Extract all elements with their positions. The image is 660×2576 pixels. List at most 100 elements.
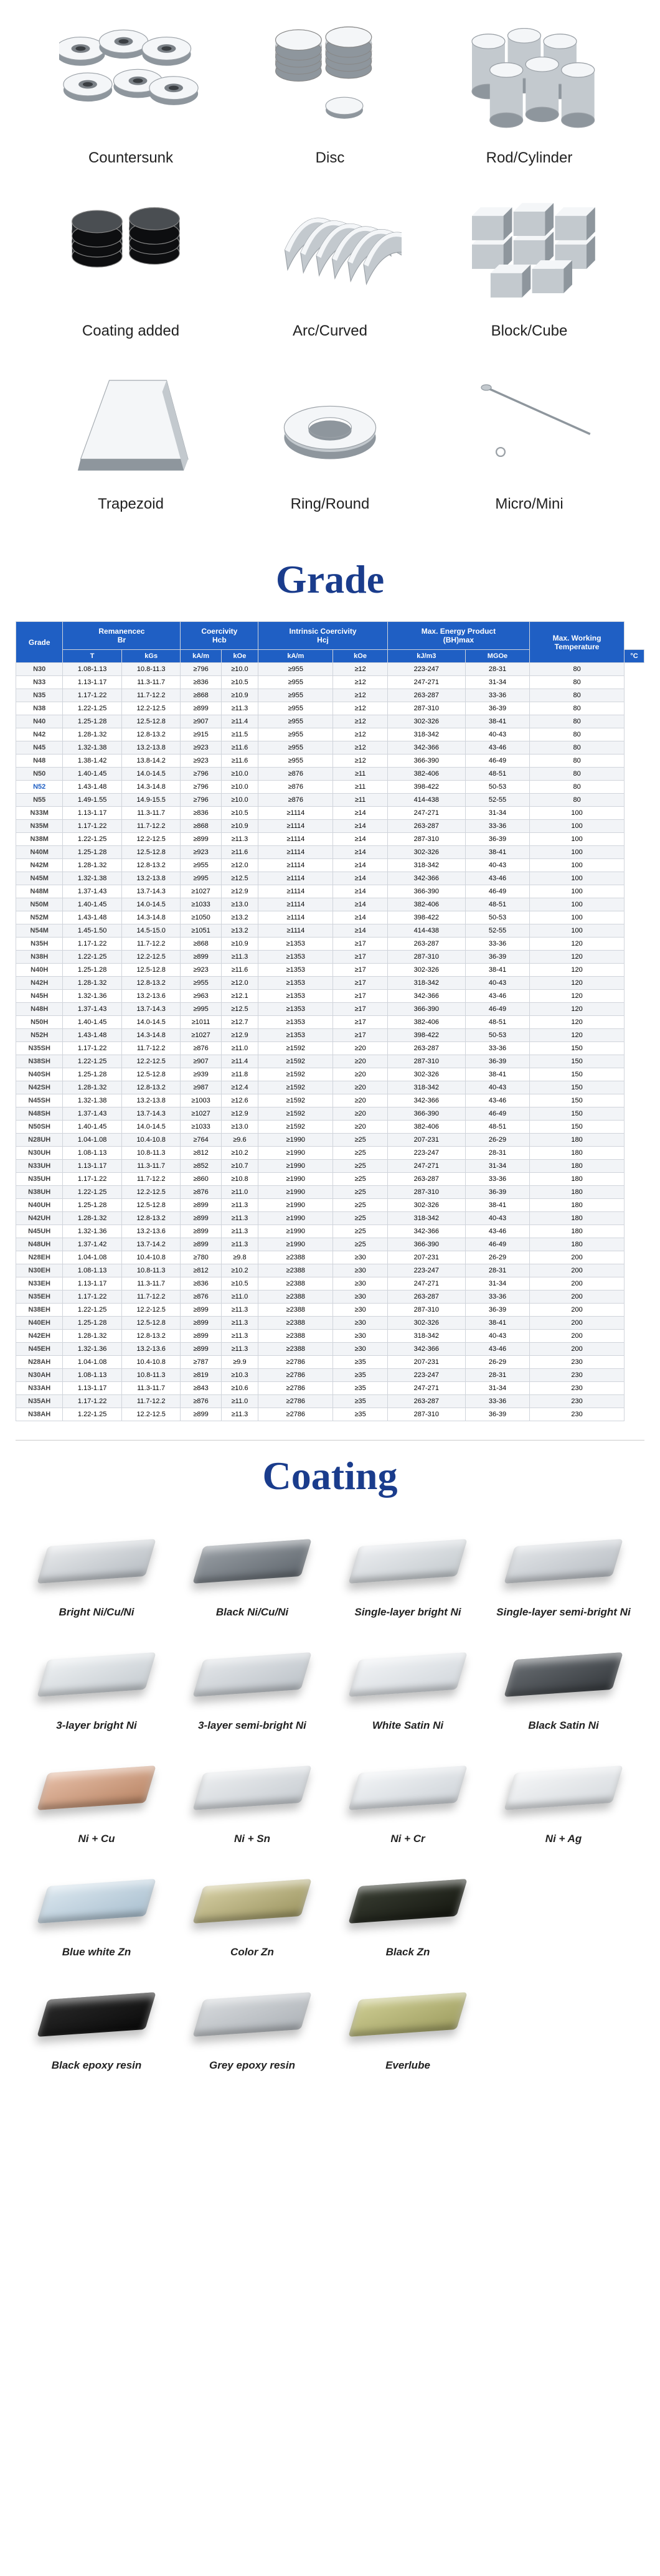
grade-cell: 398-422 <box>387 781 465 794</box>
grade-cell: ≥1114 <box>258 911 333 924</box>
grade-cell: ≥852 <box>181 1160 221 1173</box>
grade-cell: 1.17-1.22 <box>63 820 122 833</box>
grade-cell: 1.32-1.38 <box>63 741 122 754</box>
grade-cell: 13.2-13.8 <box>121 1094 181 1107</box>
grade-cell: 263-287 <box>387 689 465 702</box>
grade-cell: ≥17 <box>333 1029 387 1042</box>
grade-cell-name: N33EH <box>16 1277 63 1290</box>
grade-cell: 12.5-12.8 <box>121 1199 181 1212</box>
shape-image-ring <box>258 365 402 489</box>
shape-label: Arc/Curved <box>293 322 367 340</box>
grade-cell: 10.8-11.3 <box>121 1264 181 1277</box>
grade-cell: 13.8-14.2 <box>121 754 181 768</box>
grade-cell: ≥12.1 <box>221 990 258 1003</box>
grade-cell: ≥12.9 <box>221 1029 258 1042</box>
grade-cell: ≥2786 <box>258 1395 333 1408</box>
grade-cell: ≥1990 <box>258 1238 333 1251</box>
grade-cell: 247-271 <box>387 1160 465 1173</box>
grade-cell: ≥30 <box>333 1251 387 1264</box>
section-title-coating: Coating <box>0 1453 660 1499</box>
grade-cell: 1.17-1.22 <box>63 1173 122 1186</box>
grade-cell: 302-326 <box>387 1317 465 1330</box>
grade-cell: 180 <box>530 1199 625 1212</box>
grade-cell: 31-34 <box>465 807 529 820</box>
shape-label: Countersunk <box>88 149 173 167</box>
grade-col-subheader: kOe <box>221 650 258 663</box>
grade-cell: ≥20 <box>333 1121 387 1134</box>
coating-label: Ni + Cr <box>390 1833 425 1845</box>
coating-label: Grey epoxy resin <box>209 2059 295 2072</box>
table-row: N40SH1.25-1.2812.5-12.8≥939≥11.8≥1592≥20… <box>16 1068 644 1081</box>
grade-cell: 11.7-12.2 <box>121 1290 181 1304</box>
grade-cell: 1.13-1.17 <box>63 807 122 820</box>
grade-cell: ≥876 <box>181 1042 221 1055</box>
grade-col-subheader: kA/m <box>181 650 221 663</box>
grade-cell: 1.25-1.28 <box>63 1317 122 1330</box>
grade-cell: 26-29 <box>465 1134 529 1147</box>
grade-cell: ≥995 <box>181 872 221 885</box>
grade-cell-name: N42M <box>16 859 63 872</box>
grade-cell: 1.25-1.28 <box>63 1068 122 1081</box>
table-row: N381.22-1.2512.2-12.5≥899≥11.3≥955≥12287… <box>16 702 644 715</box>
grade-cell: 43-46 <box>465 1343 529 1356</box>
grade-cell: 287-310 <box>387 1055 465 1068</box>
grade-cell: ≥10.5 <box>221 1277 258 1290</box>
grade-cell: ≥939 <box>181 1068 221 1081</box>
grade-cell: 318-342 <box>387 859 465 872</box>
shape-countersunk: Countersunk <box>50 19 212 167</box>
shape-label: Coating added <box>82 322 179 340</box>
grade-cell: 1.28-1.32 <box>63 1081 122 1094</box>
grade-cell: 1.22-1.25 <box>63 702 122 715</box>
grade-cell: ≥796 <box>181 663 221 676</box>
grade-cell: ≥899 <box>181 1225 221 1238</box>
coating-label: Ni + Sn <box>234 1833 270 1845</box>
grade-cell: ≥30 <box>333 1343 387 1356</box>
grade-cell: ≥1353 <box>258 964 333 977</box>
grade-cell: ≥14 <box>333 846 387 859</box>
grade-cell: 1.22-1.25 <box>63 1186 122 1199</box>
grade-cell: 13.7-14.3 <box>121 885 181 898</box>
grade-cell: ≥30 <box>333 1290 387 1304</box>
grade-cell-name: N35M <box>16 820 63 833</box>
grade-cell: 223-247 <box>387 663 465 676</box>
grade-cell: 100 <box>530 898 625 911</box>
grade-cell: ≥1592 <box>258 1068 333 1081</box>
table-row: N401.25-1.2812.5-12.8≥907≥11.4≥955≥12302… <box>16 715 644 728</box>
grade-cell: 150 <box>530 1068 625 1081</box>
grade-cell: 1.32-1.36 <box>63 1225 122 1238</box>
grade-cell: 12.5-12.8 <box>121 964 181 977</box>
grade-cell: ≥955 <box>258 728 333 741</box>
grade-cell: ≥12 <box>333 689 387 702</box>
grade-cell: ≥11.3 <box>221 1199 258 1212</box>
grade-cell-name: N40UH <box>16 1199 63 1212</box>
table-row: N50SH1.40-1.4514.0-14.5≥1033≥13.0≥1592≥2… <box>16 1121 644 1134</box>
grade-cell: 13.2-13.8 <box>121 741 181 754</box>
grade-cell: 10.8-11.3 <box>121 1147 181 1160</box>
table-row: N28UH1.04-1.0810.4-10.8≥764≥9.6≥1990≥252… <box>16 1134 644 1147</box>
coating-label: Black Satin Ni <box>528 1719 598 1732</box>
grade-cell-name: N42 <box>16 728 63 741</box>
grade-cell: ≥10.5 <box>221 676 258 689</box>
grade-cell-name: N35UH <box>16 1173 63 1186</box>
grade-cell: 287-310 <box>387 1408 465 1421</box>
grade-cell: 28-31 <box>465 663 529 676</box>
grade-cell: ≥955 <box>258 715 333 728</box>
grade-cell: 287-310 <box>387 702 465 715</box>
grade-cell: 12.8-13.2 <box>121 1081 181 1094</box>
grade-cell: 247-271 <box>387 1277 465 1290</box>
grade-cell: 13.2-13.6 <box>121 1225 181 1238</box>
grade-cell: ≥11.0 <box>221 1395 258 1408</box>
grade-cell: ≥17 <box>333 951 387 964</box>
grade-cell: 120 <box>530 1003 625 1016</box>
grade-cell: ≥899 <box>181 1330 221 1343</box>
grade-cell-name: N38 <box>16 702 63 715</box>
grade-cell: ≥12.4 <box>221 1081 258 1094</box>
grade-cell: 12.8-13.2 <box>121 728 181 741</box>
grade-cell: ≥14 <box>333 859 387 872</box>
grade-cell: ≥11.6 <box>221 741 258 754</box>
grade-cell: 150 <box>530 1094 625 1107</box>
grade-cell: ≥25 <box>333 1173 387 1186</box>
grade-cell: ≥836 <box>181 807 221 820</box>
grade-cell: 180 <box>530 1212 625 1225</box>
grade-cell: ≥11.3 <box>221 1212 258 1225</box>
